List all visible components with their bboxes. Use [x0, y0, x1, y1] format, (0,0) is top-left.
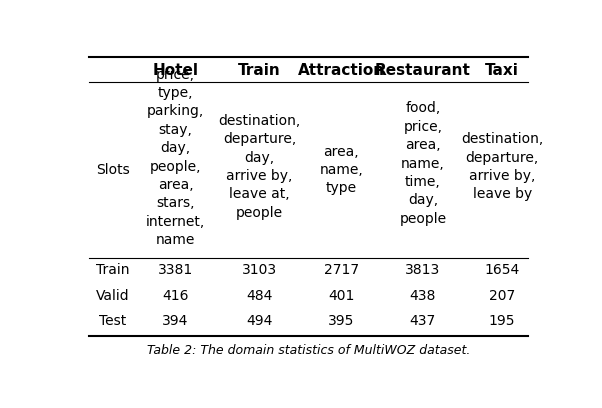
- Text: 484: 484: [246, 288, 273, 303]
- Text: 3381: 3381: [158, 264, 193, 277]
- Text: Table 2: The domain statistics of MultiWOZ dataset.: Table 2: The domain statistics of MultiW…: [147, 344, 470, 357]
- Text: 195: 195: [489, 314, 515, 328]
- Text: 2717: 2717: [324, 264, 359, 277]
- Text: 3813: 3813: [405, 264, 441, 277]
- Text: price,
type,
parking,
stay,
day,
people,
area,
stars,
internet,
name: price, type, parking, stay, day, people,…: [146, 68, 205, 247]
- Text: 395: 395: [328, 314, 355, 328]
- Text: Hotel: Hotel: [152, 64, 199, 78]
- Text: Attraction: Attraction: [297, 64, 385, 78]
- Text: 416: 416: [163, 288, 189, 303]
- Text: Taxi: Taxi: [485, 64, 519, 78]
- Text: 401: 401: [328, 288, 355, 303]
- Text: 3103: 3103: [242, 264, 277, 277]
- Text: destination,
departure,
day,
arrive by,
leave at,
people: destination, departure, day, arrive by, …: [219, 114, 300, 220]
- Text: 1654: 1654: [485, 264, 520, 277]
- Text: Test: Test: [99, 314, 126, 328]
- Text: Restaurant: Restaurant: [375, 64, 471, 78]
- Text: Train: Train: [238, 64, 281, 78]
- Text: Train: Train: [96, 264, 129, 277]
- Text: 437: 437: [410, 314, 436, 328]
- Text: destination,
departure,
arrive by,
leave by: destination, departure, arrive by, leave…: [461, 132, 543, 202]
- Text: 207: 207: [489, 288, 515, 303]
- Text: Slots: Slots: [96, 163, 129, 177]
- Text: 394: 394: [163, 314, 189, 328]
- Text: 438: 438: [409, 288, 436, 303]
- Text: area,
name,
type: area, name, type: [319, 144, 363, 195]
- Text: Valid: Valid: [96, 288, 129, 303]
- Text: 494: 494: [246, 314, 273, 328]
- Text: food,
price,
area,
name,
time,
day,
people: food, price, area, name, time, day, peop…: [399, 102, 447, 226]
